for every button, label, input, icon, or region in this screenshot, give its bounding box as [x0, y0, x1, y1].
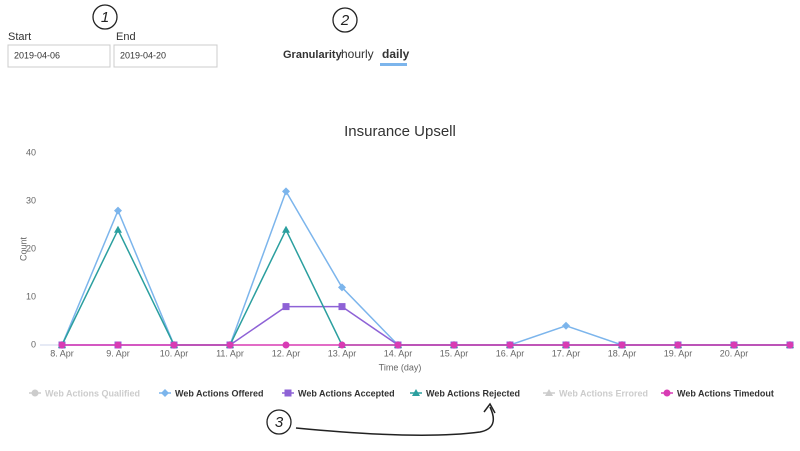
point [114, 206, 122, 215]
y-tick-label: 20 [26, 243, 36, 253]
series-line [61, 189, 790, 346]
legend-symbol [663, 389, 671, 397]
x-tick-label: 13. Apr [328, 348, 357, 358]
granularity-option[interactable]: hourly [341, 47, 374, 61]
arrow-head [483, 402, 496, 414]
x-tick-label: 15. Apr [440, 348, 469, 358]
x-tick-label: 9. Apr [106, 348, 130, 358]
point [450, 341, 458, 349]
annotation: 3 [275, 414, 284, 431]
chart: Insurance Upsell Count Time (day) 0 10 20 30 40… [18, 123, 794, 398]
legend-symbol [412, 389, 420, 396]
point [562, 341, 570, 349]
annotation: 1 [101, 9, 109, 26]
point [506, 341, 514, 349]
x-tick-label: 19. Apr [664, 348, 693, 358]
point [282, 225, 290, 233]
legend-label[interactable]: Web Actions Accepted [298, 388, 395, 398]
end-value[interactable]: 2019-04-20 [120, 50, 166, 60]
y-tick-label: 0 [31, 339, 36, 349]
y-tick-label: 10 [26, 291, 36, 301]
point [282, 187, 290, 196]
point [338, 303, 346, 311]
x-tick-label: 8. Apr [50, 348, 74, 358]
y-axis-label: Count [18, 237, 28, 262]
x-tick-label: 17. Apr [552, 348, 581, 358]
annotation-circle [266, 409, 292, 435]
x-tick-label: 10. Apr [160, 348, 189, 358]
start-input[interactable] [7, 44, 111, 68]
x-tick-label: 18. Apr [608, 348, 637, 358]
legend-symbol [31, 389, 39, 397]
point [730, 341, 738, 349]
y-tick-label: 30 [26, 195, 36, 205]
point [618, 341, 626, 349]
point [226, 341, 234, 349]
legend-symbol [284, 389, 292, 397]
x-tick-label: 20. Apr [720, 348, 749, 358]
start-value[interactable]: 2019-04-06 [14, 50, 60, 60]
annotation-circle [92, 4, 118, 30]
point [114, 225, 122, 233]
point [338, 283, 346, 292]
point [338, 341, 346, 349]
selected-underline [380, 63, 407, 66]
point [58, 341, 66, 349]
end-label: End [116, 31, 136, 43]
legend-label[interactable]: Web Actions Rejected [426, 388, 520, 398]
chart-title: Insurance Upsell [344, 123, 456, 140]
legend-symbol [161, 389, 169, 397]
legend-label[interactable]: Web Actions Qualified [45, 388, 140, 398]
legend-label[interactable]: Web Actions Offered [175, 388, 264, 398]
x-tick-label: 12. Apr [272, 348, 301, 358]
point [282, 341, 290, 349]
point [170, 341, 178, 349]
point [394, 341, 402, 349]
start-label: Start [8, 31, 31, 43]
granularity-label: Granularity [283, 49, 343, 61]
x-tick-label: 11. Apr [216, 348, 244, 358]
point [674, 341, 682, 349]
point [114, 341, 122, 349]
legend-label[interactable]: Web Actions Errored [559, 388, 648, 398]
y-tick-label: 40 [26, 147, 36, 157]
x-tick-label: 14. Apr [384, 348, 413, 358]
x-tick-label: 16. Apr [496, 348, 525, 358]
series-line [61, 228, 790, 346]
point [282, 303, 290, 311]
legend-label[interactable]: Web Actions Timedout [677, 388, 774, 398]
legend-symbol [545, 389, 553, 396]
annotation: 2 [340, 12, 350, 29]
annotation-arrow [295, 406, 495, 436]
point [786, 341, 794, 349]
end-input[interactable] [113, 44, 218, 68]
annotation-circle [332, 7, 358, 33]
x-axis-label: Time (day) [379, 362, 422, 372]
point [562, 321, 570, 330]
granularity-option[interactable]: daily [382, 47, 410, 61]
